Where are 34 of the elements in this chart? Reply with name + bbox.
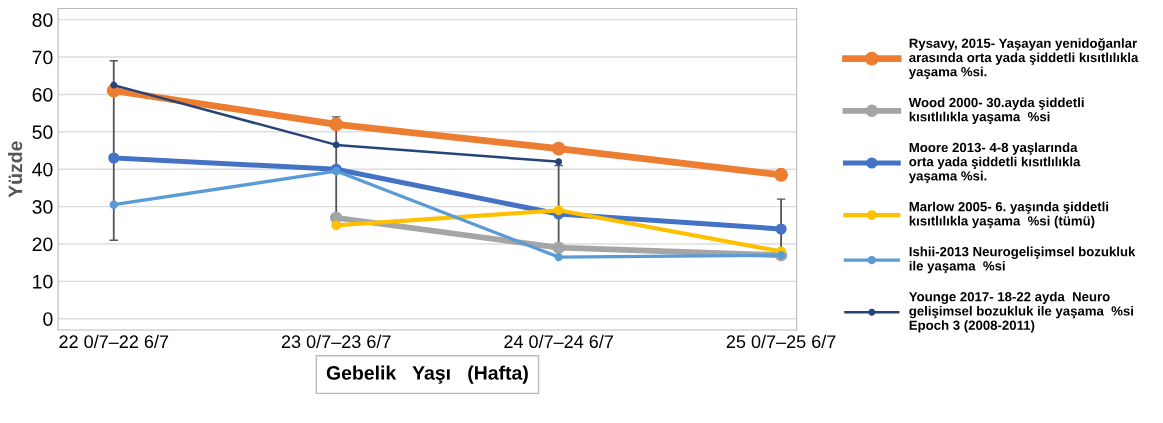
x-tick-label: 25 0/7–25 6/7	[726, 334, 836, 349]
y-tick-label: 0	[43, 312, 53, 326]
point	[110, 81, 118, 89]
x-tick-label: 24 0/7–24 6/7	[504, 334, 613, 349]
point	[108, 152, 120, 164]
point	[775, 223, 787, 235]
legend-label: Ishii-2013 Neurogelişimsel bozukluk ile yaşama %si	[909, 246, 1136, 274]
legend-label: Younge 2017- 18-22 ayda Neuro gelişimsel bozukluk ile yaşama %si Epoch 3 (2008-2011)	[909, 291, 1133, 333]
y-tick-label: 40	[32, 162, 53, 177]
point	[329, 117, 344, 132]
point	[552, 241, 565, 254]
legend-label: Marlow 2005- 6. yaşında şiddetli kısıtlılıkla yaşama %si (tümü)	[909, 201, 1109, 229]
y-tick-label: 50	[32, 125, 53, 140]
y-tick-label: 70	[32, 50, 53, 65]
y-tick-label: 80	[32, 13, 53, 27]
legend-label: Rysavy, 2015- Yaşayan yenidoğanlar arasında orta yada şiddetli kısıtlılıkla yaşama %si.	[908, 38, 1139, 79]
point	[554, 252, 563, 262]
x-tick-label: 23 0/7–23 6/7	[281, 334, 391, 349]
y-axis-title: Yüzde	[7, 141, 23, 198]
point	[331, 220, 342, 231]
legend-label: Wood 2000- 30.ayda şiddetli kısıtlılıkla yaşama %si	[908, 97, 1084, 124]
point	[332, 141, 340, 149]
point	[774, 167, 789, 182]
legend-label: Moore 2013- 4-8 yaşlarında orta yada şiddetli kısıtlılıkla yaşama %si.	[908, 142, 1081, 184]
point	[551, 141, 566, 156]
y-tick-label: 60	[32, 87, 53, 102]
point	[109, 200, 118, 209]
y-tick-label: 10	[33, 274, 53, 289]
y-tick-label: 20	[32, 237, 53, 252]
point	[553, 205, 564, 216]
x-axis-title: Gebelik Yaşı (Hafta)	[326, 365, 528, 384]
point	[555, 158, 563, 166]
x-tick-label: 22 0/7–22 6/7	[59, 334, 169, 349]
y-tick-label: 30	[32, 200, 53, 214]
